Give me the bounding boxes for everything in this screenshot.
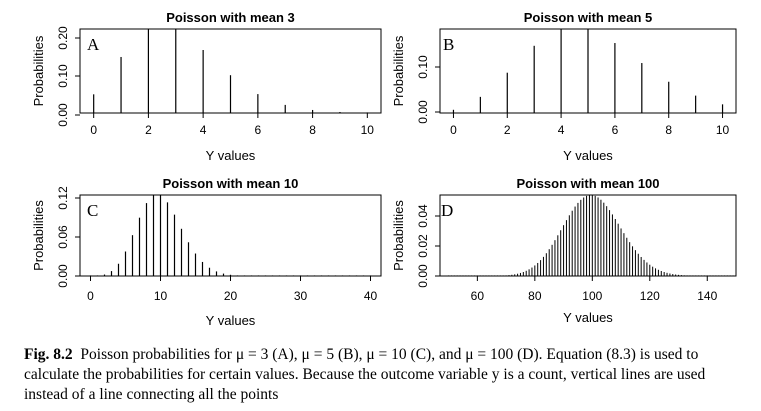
panel-b-xlabel: Y values: [563, 148, 613, 163]
panel-d-xtick-label: 100: [582, 289, 602, 303]
panel-a-xtick-label: 8: [309, 123, 316, 137]
panel-c-xtick-label: 40: [364, 289, 378, 303]
caption-text: Poisson probabilities for μ = 3 (A), μ =…: [24, 346, 706, 403]
panel-a-letter: A: [87, 35, 100, 54]
panel-a-xtick-label: 6: [255, 123, 262, 137]
panel-d-xtick-label: 80: [528, 289, 542, 303]
panel-b-xtick-label: 0: [450, 123, 457, 137]
panel-c-xtick-label: 30: [294, 289, 308, 303]
panel-a-xtick-label: 10: [361, 123, 375, 137]
panel-d-ytick-label: 0.04: [416, 204, 430, 228]
panel-a-ytick-label: 0.00: [56, 103, 70, 127]
panel-a-xtick-label: 2: [145, 123, 152, 137]
panel-d-ytick-label: 0.00: [416, 264, 430, 288]
panel-c-xtick-label: 10: [154, 289, 168, 303]
panel-b-xtick-label: 10: [716, 123, 730, 137]
figure: Poisson with mean 3 Y values Probabilities…: [31, 10, 737, 328]
panel-a-ytick-label: 0.20: [56, 26, 70, 50]
panel-b-ytick-label: 0.10: [416, 55, 430, 79]
panel-d-xtick-label: 140: [697, 289, 717, 303]
panel-b-xtick-label: 8: [665, 123, 672, 137]
panel-b-xtick-label: 4: [558, 123, 565, 137]
panel-b-letter: B: [443, 35, 454, 54]
panel-a-ytick-label: 0.10: [56, 64, 70, 88]
panel-d-xtick-label: 60: [471, 289, 485, 303]
panel-c-xtick-label: 20: [224, 289, 238, 303]
panel-d-frame: [439, 194, 737, 277]
panel-b-xtick-label: 2: [504, 123, 511, 137]
panel-b-title: Poisson with mean 5: [524, 10, 653, 25]
panel-a-xtick-label: 4: [200, 123, 207, 137]
panel-c-ylabel: Probabilities: [31, 200, 46, 271]
caption-label: Fig. 8.2: [24, 346, 73, 363]
panel-a-xlabel: Y values: [206, 148, 256, 163]
panel-b-ylabel: Probabilities: [391, 35, 406, 106]
panel-a-xtick-label: 0: [90, 123, 97, 137]
panel-c-xlabel: Y values: [206, 313, 256, 328]
panel-a-ylabel: Probabilities: [31, 35, 46, 106]
panel-c-ytick-label: 0.00: [56, 264, 70, 288]
panel-c-letter: C: [87, 201, 98, 220]
panel-d-ylabel: Probabilities: [391, 200, 406, 271]
panel-d-title: Poisson with mean 100: [516, 176, 659, 191]
panel-d-letter: D: [441, 201, 453, 220]
panel-d-ytick-label: 0.02: [416, 234, 430, 258]
panel-c-ytick-label: 0.06: [56, 225, 70, 249]
figure-caption: Fig. 8.2 Poisson probabilities for μ = 3…: [24, 345, 744, 405]
panel-b-xtick-label: 6: [612, 123, 619, 137]
panel-c-ytick-label: 0.12: [56, 186, 70, 210]
panel-a-title: Poisson with mean 3: [166, 10, 295, 25]
panel-d-xtick-label: 120: [640, 289, 660, 303]
panel-c-xtick-label: 0: [87, 289, 94, 303]
panel-d-xlabel: Y values: [563, 310, 613, 325]
panel-c-title: Poisson with mean 10: [163, 176, 299, 191]
panel-b-ytick-label: 0.00: [416, 100, 430, 124]
